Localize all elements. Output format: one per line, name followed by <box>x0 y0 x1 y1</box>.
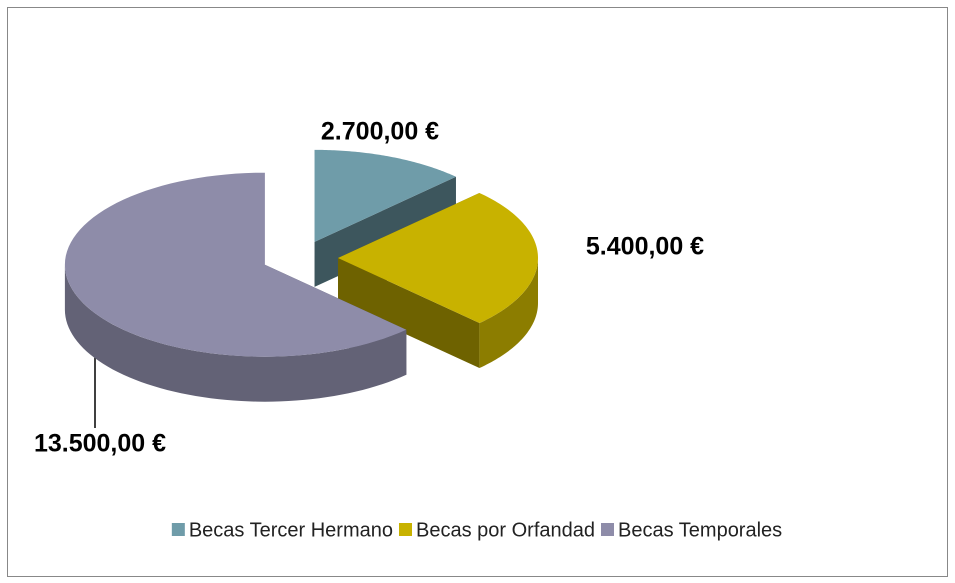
slice-top <box>64 172 407 357</box>
slice-side <box>338 258 480 369</box>
value-label: 13.500,00 € <box>34 430 166 458</box>
slice-wall <box>64 264 407 402</box>
legend-swatch <box>399 523 412 536</box>
slice-top <box>314 149 456 242</box>
legend-label: Becas Temporales <box>618 519 782 541</box>
value-label: 2.700,00 € <box>321 118 439 146</box>
pie-slice <box>64 172 407 402</box>
legend-label: Becas Tercer Hermano <box>189 519 393 541</box>
legend-label: Becas por Orfandad <box>416 519 595 541</box>
pie-slice <box>338 192 538 369</box>
slice-wall <box>479 258 538 369</box>
legend: Becas Tercer Hermano Becas por Orfandad Be… <box>171 519 782 541</box>
legend-swatch <box>601 523 614 536</box>
legend-swatch <box>171 523 185 536</box>
value-label: 5.400,00 € <box>586 233 704 261</box>
slice-top <box>338 192 538 324</box>
